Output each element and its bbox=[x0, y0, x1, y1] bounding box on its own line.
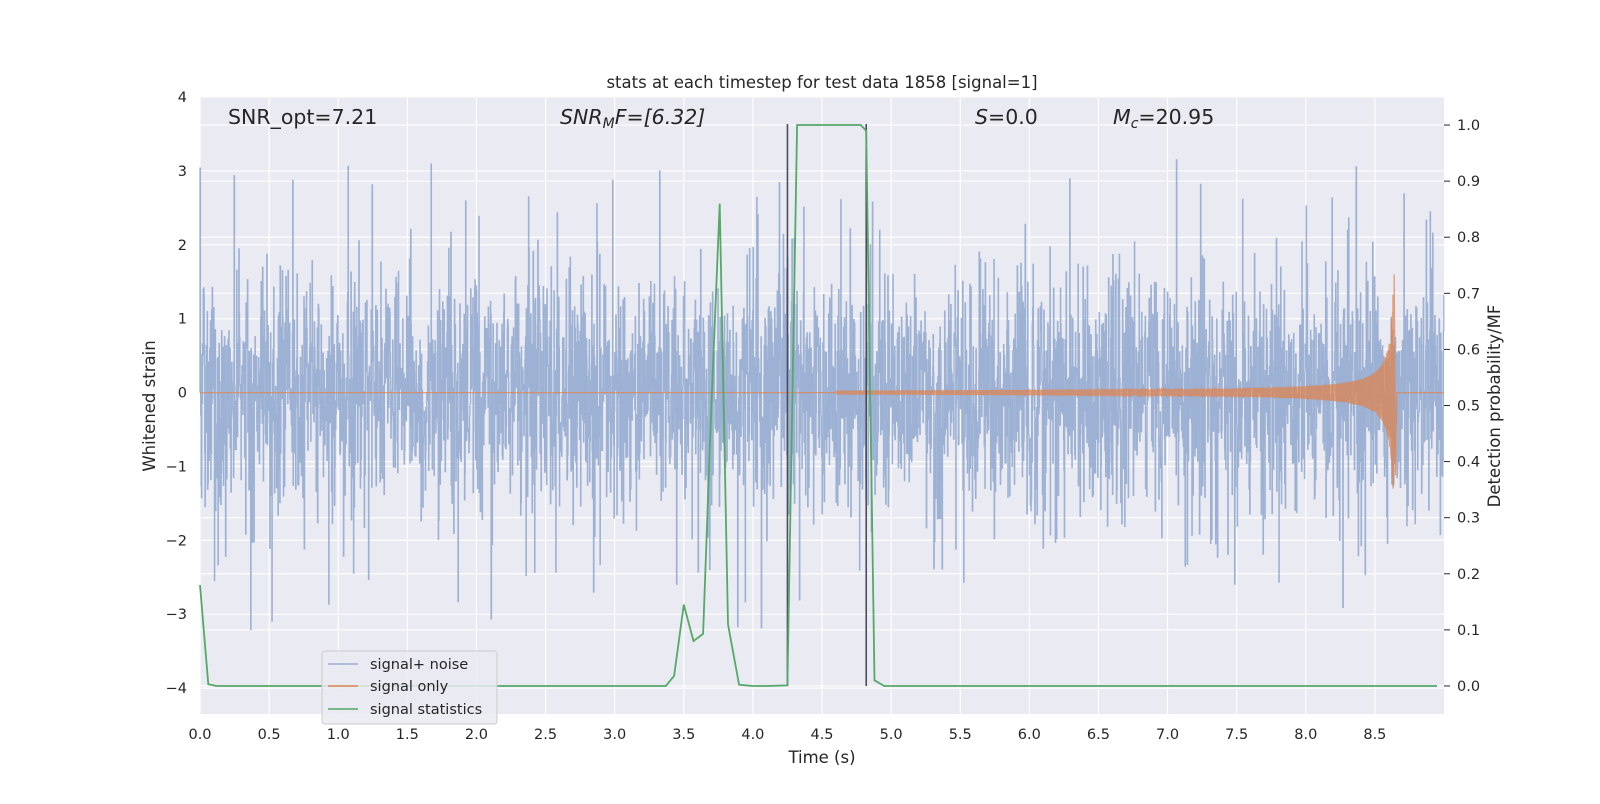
legend-box bbox=[321, 650, 498, 725]
signal-only-line bbox=[200, 274, 1444, 489]
x-tick-label: 5.0 bbox=[880, 727, 903, 743]
x-tick-label: 8.0 bbox=[1294, 727, 1317, 743]
y-right-tick-label: 0.3 bbox=[1457, 511, 1480, 527]
x-tick-label: 6.0 bbox=[1018, 727, 1041, 743]
x-tick-label: 3.0 bbox=[603, 727, 626, 743]
annotation-snr-opt: SNR_opt=7.21 bbox=[228, 105, 377, 130]
y-tick-label: 1 bbox=[178, 312, 187, 328]
y-right-tick-label: 0.1 bbox=[1457, 623, 1480, 639]
signal-only-series bbox=[200, 274, 1444, 489]
x-tick-label: 2.0 bbox=[465, 727, 488, 743]
legend: signal+ noise signal only signal statist… bbox=[321, 650, 498, 725]
signal-statistics-series bbox=[199, 124, 1438, 687]
y-tick-label: 3 bbox=[178, 164, 187, 180]
y-right-tick-label: 0.4 bbox=[1457, 455, 1480, 471]
annotation-mc-base: M bbox=[1113, 105, 1131, 129]
x-tick-label: 0.0 bbox=[188, 727, 211, 743]
x-tick-label: 2.5 bbox=[534, 727, 557, 743]
y-tick-label: 2 bbox=[178, 238, 187, 254]
annotation-mc: Mc=20.95 bbox=[1113, 105, 1214, 132]
x-tick-label: 5.5 bbox=[949, 727, 972, 743]
vertical-markers bbox=[786, 124, 868, 686]
y-right-tick-label: 0.8 bbox=[1457, 230, 1480, 246]
y-tick-label: −1 bbox=[166, 459, 187, 475]
annotation-s-base: S bbox=[975, 105, 988, 129]
legend-label-signal-noise: signal+ noise bbox=[370, 657, 468, 673]
y-right-tick-label: 0.2 bbox=[1457, 567, 1480, 583]
signal-noise-series bbox=[199, 159, 1445, 631]
y-right-tick-label: 0.5 bbox=[1457, 399, 1480, 415]
y-tick-label: −4 bbox=[166, 681, 187, 697]
legend-label-signal-only: signal only bbox=[370, 679, 449, 695]
y-right-tick-label: 0.6 bbox=[1457, 342, 1480, 358]
x-tick-label: 1.5 bbox=[396, 727, 419, 743]
y-tick-label: 4 bbox=[178, 90, 187, 106]
annotation-snr-mf-base: SNR bbox=[560, 105, 603, 129]
x-tick-label: 4.0 bbox=[741, 727, 764, 743]
y-tick-label: −3 bbox=[166, 607, 187, 623]
legend-label-signal-statistics: signal statistics bbox=[370, 702, 482, 718]
x-tick-label: 7.0 bbox=[1156, 727, 1179, 743]
chart-title: stats at each timestep for test data 185… bbox=[606, 73, 1037, 92]
y-right-tick-label: 0.7 bbox=[1457, 286, 1480, 302]
y-axis-right-label: Detection probability/MF bbox=[1485, 305, 1504, 508]
x-tick-label: 7.5 bbox=[1225, 727, 1248, 743]
signal-noise-line bbox=[199, 159, 1445, 631]
x-axis-label: Time (s) bbox=[787, 748, 855, 767]
x-tick-label: 4.5 bbox=[810, 727, 833, 743]
tick-labels: 0.0 0.5 1.0 1.5 2.0 2.5 3.0 3.5 4.0 4.5 5.0 5.5 6.0 6… bbox=[166, 90, 1480, 743]
annotation-s-rest: =0.0 bbox=[988, 105, 1038, 129]
y-tick-label: −2 bbox=[166, 533, 187, 549]
x-tick-label: 6.5 bbox=[1087, 727, 1110, 743]
y-right-tick-label: 0.9 bbox=[1457, 174, 1480, 190]
annotation-snr-mf-sub: M bbox=[603, 116, 615, 132]
annotation-snr-mf-rest: F=[6.32] bbox=[615, 105, 706, 129]
signal-statistics-line bbox=[199, 124, 1438, 687]
y-right-tick-label: 0.0 bbox=[1457, 679, 1480, 695]
y-right-tick-label: 1.0 bbox=[1457, 118, 1480, 134]
annotation-mc-rest: =20.95 bbox=[1138, 105, 1214, 129]
x-tick-label: 1.0 bbox=[327, 727, 350, 743]
y-axis-label: Whitened strain bbox=[140, 340, 159, 471]
annotation-snr-mf: SNRMF=[6.32] bbox=[560, 105, 705, 132]
annotation-s: S=0.0 bbox=[975, 105, 1038, 129]
annotation-mc-sub: c bbox=[1131, 116, 1139, 132]
x-tick-label: 3.5 bbox=[672, 727, 695, 743]
x-tick-label: 8.5 bbox=[1363, 727, 1386, 743]
y-tick-label: 0 bbox=[178, 386, 187, 402]
x-tick-label: 0.5 bbox=[258, 727, 281, 743]
